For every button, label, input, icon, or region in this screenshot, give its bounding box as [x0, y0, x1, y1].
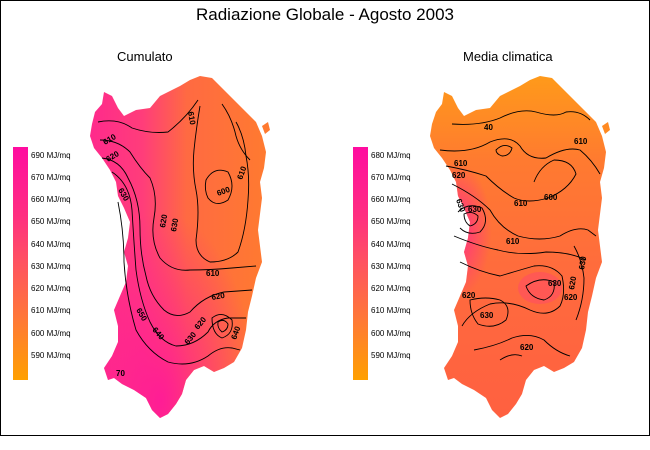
- legend-label: 610 MJ/mq: [371, 306, 411, 315]
- contour-label: 630: [169, 217, 180, 232]
- legend-label: 610 MJ/mq: [31, 306, 71, 315]
- island: [602, 122, 610, 134]
- contour-label: 70: [116, 369, 125, 378]
- legend-label: 650 MJ/mq: [371, 217, 411, 226]
- contour-label: 620: [158, 213, 169, 228]
- legend-label: 590 MJ/mq: [31, 351, 71, 360]
- legend-media-climatica: 680 MJ/mq 670 MJ/mq 660 MJ/mq 650 MJ/mq …: [353, 147, 423, 387]
- legend-label: 670 MJ/mq: [31, 173, 71, 182]
- contour-label: 610: [514, 199, 528, 208]
- contour-label: 620: [567, 275, 578, 290]
- legend-label: 640 MJ/mq: [31, 240, 71, 249]
- contour-label: 620: [520, 343, 534, 352]
- contour-label: 40: [484, 123, 493, 132]
- contour-label: 610: [235, 165, 248, 181]
- contour-label: 640: [229, 325, 242, 341]
- legend-label: 630 MJ/mq: [31, 262, 71, 271]
- island: [262, 122, 270, 134]
- legend-label: 650 MJ/mq: [31, 217, 71, 226]
- contour-label: 620: [462, 291, 476, 300]
- legend-label: 600 MJ/mq: [31, 329, 71, 338]
- contour-label: 600: [544, 193, 558, 202]
- figure-title: Radiazione Globale - Agosto 2003: [195, 5, 454, 24]
- legend-label: 640 MJ/mq: [371, 240, 411, 249]
- contour-label: 620: [564, 293, 578, 302]
- contours-cumulato: [97, 99, 257, 365]
- legend-label: 600 MJ/mq: [371, 329, 411, 338]
- legend-label: 670 MJ/mq: [371, 173, 411, 182]
- contour-label: 610: [454, 159, 468, 168]
- panel-title-cumulato: Cumulato: [117, 49, 173, 64]
- panel-title-media-climatica: Media climatica: [463, 49, 553, 64]
- contours-media: [439, 110, 601, 361]
- contour-label: 630: [577, 255, 588, 270]
- color-scale-bar: [353, 147, 368, 380]
- legend-label: 660 MJ/mq: [31, 195, 71, 204]
- legend-label: 620 MJ/mq: [371, 284, 411, 293]
- contour-label: 630: [454, 198, 467, 214]
- legend-label: 630 MJ/mq: [371, 262, 411, 271]
- contour-label: 630: [480, 311, 494, 320]
- legend-label: 590 MJ/mq: [371, 351, 411, 360]
- legend-cumulato: 690 MJ/mq 670 MJ/mq 660 MJ/mq 650 MJ/mq …: [13, 147, 83, 387]
- contour-label: 620: [211, 291, 226, 302]
- legend-label: 690 MJ/mq: [31, 151, 71, 160]
- contour-label: 630: [548, 279, 562, 288]
- contour-label: 630: [468, 205, 482, 214]
- legend-label: 680 MJ/mq: [371, 151, 411, 160]
- contour-label: 610: [206, 269, 220, 278]
- contour-label: 610: [506, 237, 520, 246]
- legend-label: 660 MJ/mq: [371, 195, 411, 204]
- map-cumulato: 610 620 630 610 620 600 610 620 610 620 …: [90, 76, 270, 418]
- contour-label: 620: [452, 171, 466, 180]
- contour-label: 600: [216, 185, 232, 198]
- color-scale-bar: [13, 147, 28, 380]
- legend-label: 620 MJ/mq: [31, 284, 71, 293]
- map-media-climatica: 40 610 620 630 610 600 610 610 620 620 6…: [430, 76, 610, 418]
- contour-label: 610: [574, 137, 588, 146]
- contour-label: 610: [186, 111, 197, 126]
- contour-labels-media: 40 610 620 630 610 600 610 610 620 620 6…: [452, 123, 588, 352]
